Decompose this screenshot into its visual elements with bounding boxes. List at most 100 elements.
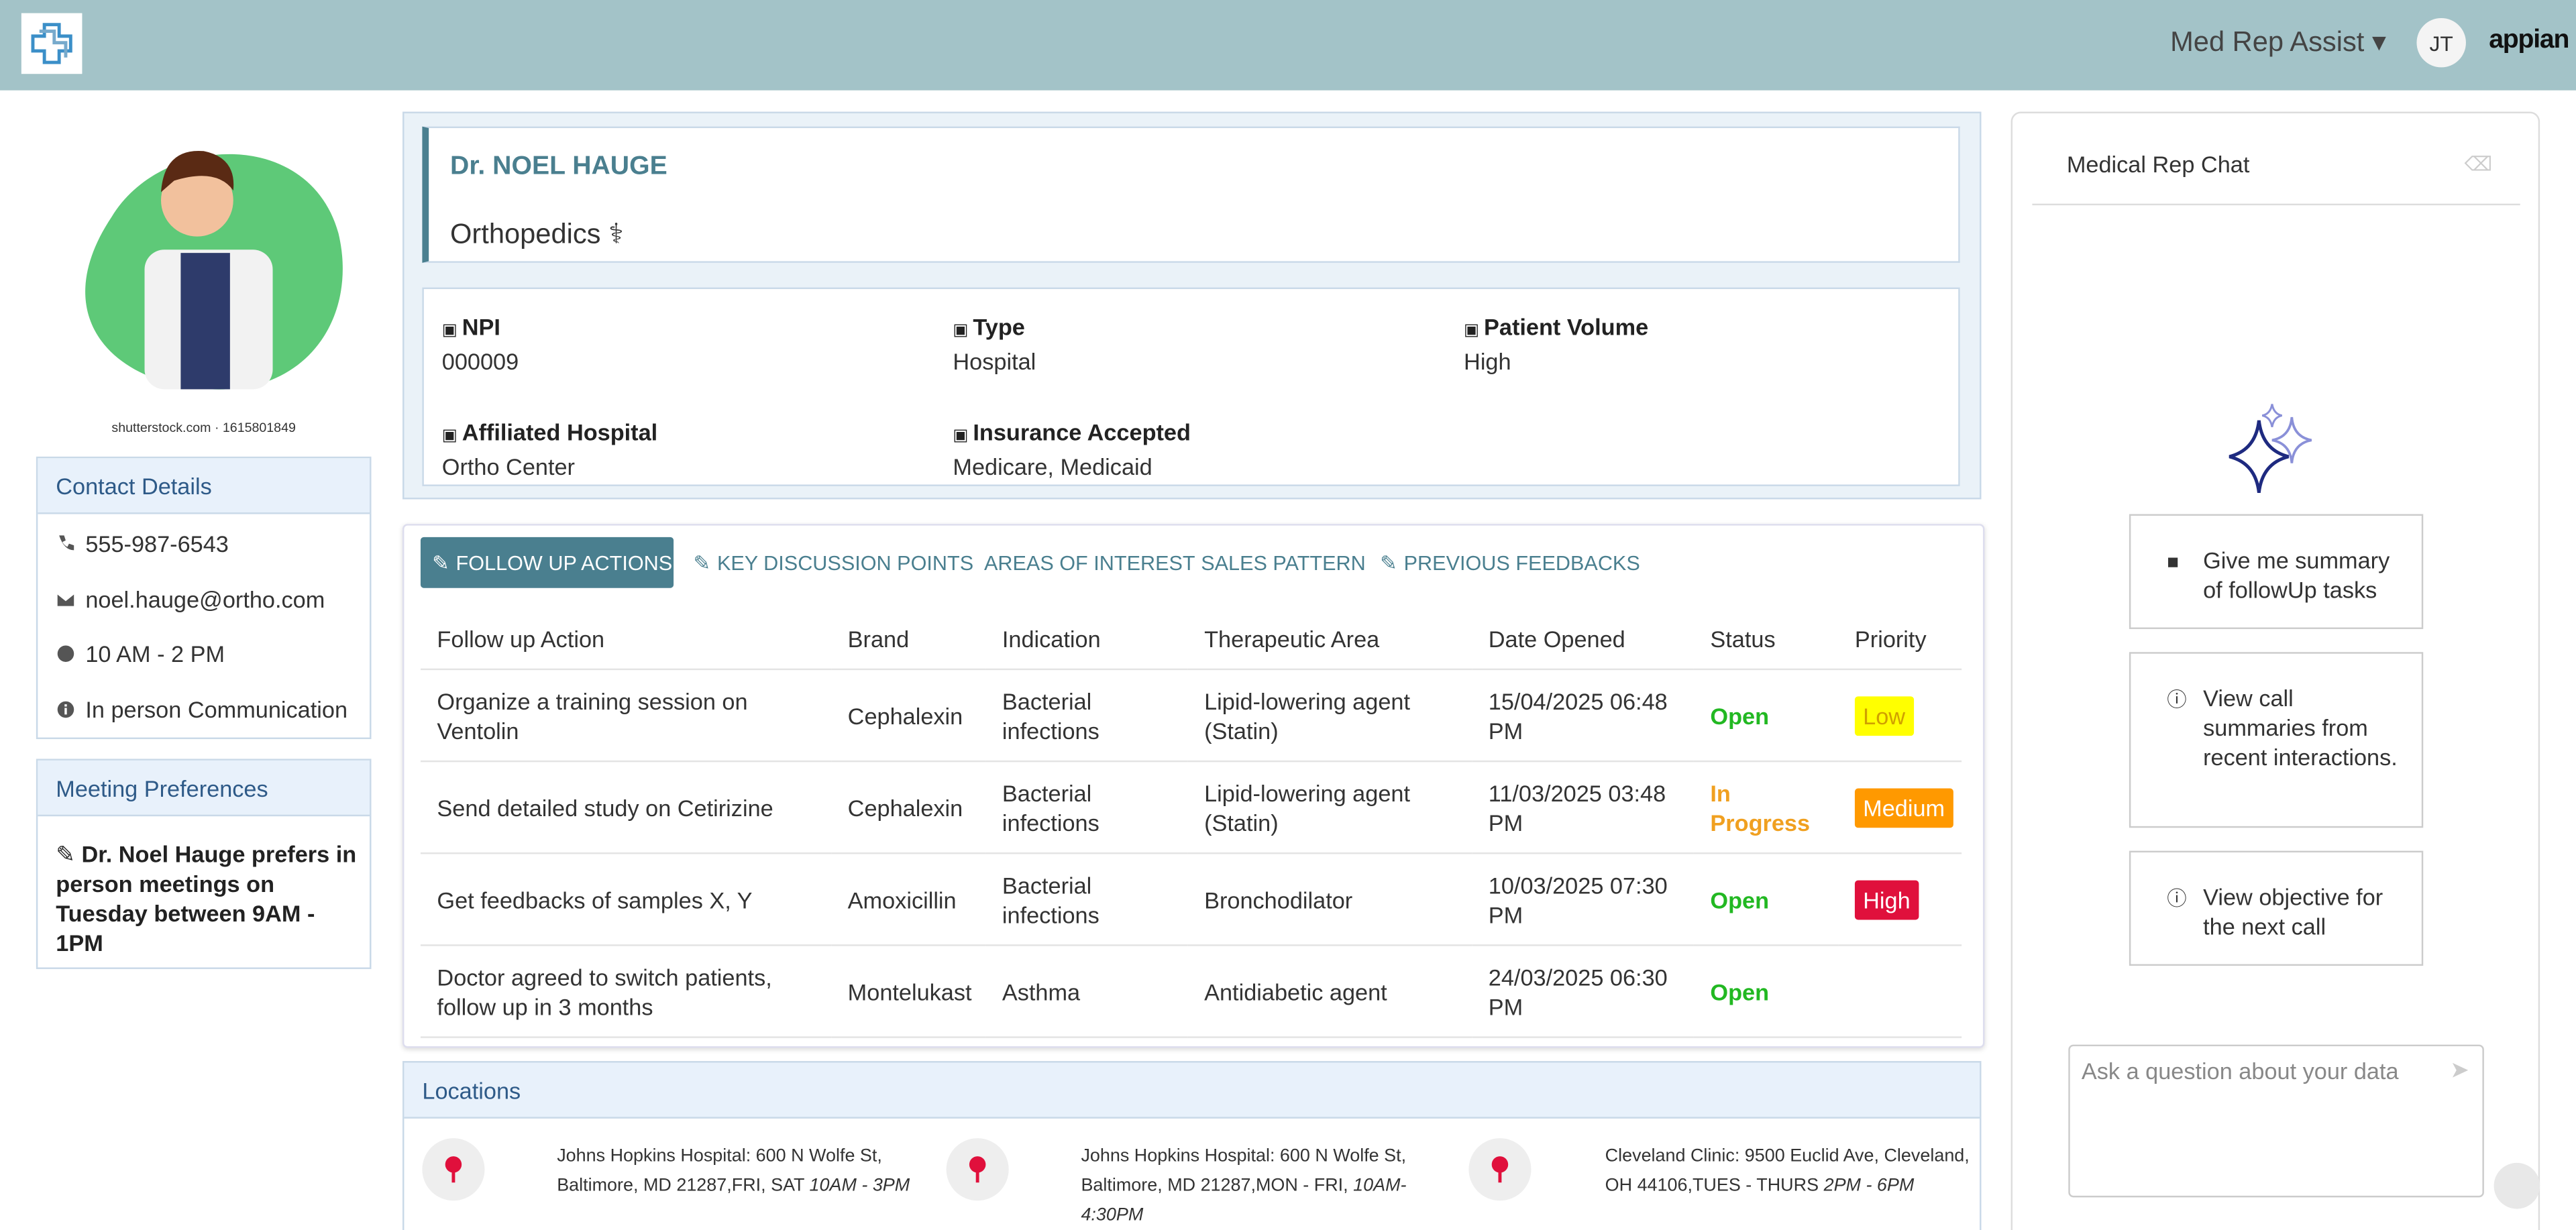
chat-placeholder: Ask a question about your data bbox=[2081, 1058, 2399, 1084]
field-value: High bbox=[1464, 348, 1511, 375]
tab[interactable]: ✎ PREVIOUS FEEDBACKS bbox=[1380, 537, 1640, 588]
table-cell: Bacterial infections bbox=[985, 761, 1188, 854]
field-label: ▣ NPI bbox=[441, 313, 500, 340]
field-value: Hospital bbox=[953, 348, 1036, 375]
table-cell: Low bbox=[1838, 669, 1962, 763]
brand: appian bbox=[2489, 26, 2569, 54]
table-cell: Open bbox=[1693, 853, 1839, 946]
field-value: Medicare, Medicaid bbox=[953, 453, 1152, 480]
clear-chat[interactable]: ⌫ bbox=[2464, 152, 2493, 176]
logo[interactable] bbox=[21, 13, 83, 74]
cell-text: 24/03/2025 06:30 PM bbox=[1488, 963, 1668, 1019]
user-avatar[interactable]: JT bbox=[2416, 17, 2466, 68]
location-address: Cleveland Clinic: 9500 Euclid Ave, Cleve… bbox=[1605, 1146, 1970, 1196]
field-label-text: Insurance Accepted bbox=[973, 418, 1191, 445]
status: Open bbox=[1710, 978, 1770, 1005]
tab[interactable]: ✎ KEY DISCUSSION POINTS bbox=[693, 537, 973, 588]
table-cell: In Progress bbox=[1693, 761, 1839, 854]
field-value: 000009 bbox=[441, 348, 519, 375]
contact-item: 555-987-6543 bbox=[56, 530, 229, 557]
table-cell: Open bbox=[1693, 945, 1839, 1038]
chat-panel bbox=[2010, 111, 2540, 1230]
locations-card: Locations bbox=[402, 1061, 1982, 1230]
location-pin[interactable] bbox=[1468, 1138, 1532, 1201]
field-label-text: Patient Volume bbox=[1484, 313, 1649, 340]
field: ▣ Affiliated Hospital Ortho Center bbox=[442, 417, 657, 482]
app-name[interactable]: Med Rep Assist bbox=[2170, 26, 2365, 58]
status: In Progress bbox=[1710, 779, 1811, 836]
chat-title: Medical Rep Chat bbox=[2066, 151, 2250, 178]
field: ▣ NPI 000009 bbox=[442, 312, 519, 376]
table-cell: Open bbox=[1693, 669, 1839, 763]
tab-label[interactable]: PREVIOUS FEEDBACKS bbox=[1403, 551, 1640, 574]
specialty: Orthopedics ⚕ bbox=[450, 218, 624, 250]
suggestion-text[interactable]: View objective for the next call bbox=[2203, 883, 2383, 940]
table-cell: 10/03/2025 07:30 PM bbox=[1472, 853, 1694, 946]
actions-table: Follow up Action Brand Indication Therapeut… bbox=[420, 608, 1962, 1038]
cell-text: Lipid-lowering agent (Statin) bbox=[1204, 687, 1411, 744]
image-credit: shutterstock.com · 1615801849 bbox=[111, 420, 296, 435]
cell-text: Doctor agreed to switch patients, follow… bbox=[437, 963, 772, 1019]
tab[interactable]: ✎ FOLLOW UP ACTIONS bbox=[420, 537, 674, 588]
cell-text: Cephalexin bbox=[847, 702, 963, 729]
cell-text: Montelukast bbox=[847, 978, 972, 1005]
field-label: ▣ Type bbox=[953, 313, 1025, 340]
location-pin[interactable] bbox=[422, 1138, 485, 1201]
chat-suggestion[interactable]: ⓘ View objective for the next call bbox=[2129, 850, 2424, 966]
chat-suggestion[interactable]: ⓘ View call summaries from recent interac… bbox=[2129, 652, 2424, 828]
location-text: Johns Hopkins Hospital: 600 N Wolfe St, … bbox=[557, 1141, 922, 1200]
field-label-text: Type bbox=[973, 313, 1025, 340]
cell-text: 15/04/2025 06:48 PM bbox=[1488, 687, 1668, 744]
field: ▣ Patient Volume High bbox=[1464, 312, 1648, 376]
column-header: Date Opened bbox=[1472, 608, 1694, 671]
tab-label[interactable]: FOLLOW UP ACTIONS bbox=[455, 551, 673, 574]
assist-button[interactable] bbox=[2493, 1162, 2540, 1209]
suggestion-text[interactable]: Give me summary of followUp tasks bbox=[2203, 547, 2390, 603]
card-title: Meeting Preferences bbox=[38, 760, 370, 817]
doctor-illustration bbox=[85, 150, 343, 390]
table-cell: 11/03/2025 03:48 PM bbox=[1472, 761, 1694, 854]
meeting-text: ✎ Dr. Noel Hauge prefers in person meeti… bbox=[56, 840, 357, 956]
cell-text: Send detailed study on Cetirizine bbox=[437, 794, 773, 821]
doctor-header: Dr. NOEL HAUGE Orthopedics ⚕ bbox=[422, 126, 1960, 263]
status: Open bbox=[1710, 702, 1770, 729]
chat-suggestion[interactable]: ■ Give me summary of followUp tasks bbox=[2129, 514, 2424, 629]
table-cell: Amoxicillin bbox=[831, 853, 986, 946]
table-cell: Bronchodilator bbox=[1187, 853, 1472, 946]
table-cell: Get feedbacks of samples X, Y bbox=[420, 853, 832, 946]
cell-text: Lipid-lowering agent (Statin) bbox=[1204, 779, 1411, 836]
table-cell bbox=[1838, 945, 1962, 1038]
sparkle-icon bbox=[2229, 404, 2312, 494]
priority-badge: Low bbox=[1854, 695, 1914, 735]
location-pin[interactable] bbox=[946, 1138, 1009, 1201]
cell-text: Bacterial infections bbox=[1002, 687, 1099, 744]
tab[interactable]: AREAS OF INTEREST bbox=[984, 537, 1195, 588]
tab-icon: ✎ bbox=[693, 551, 711, 575]
tab-label[interactable]: AREAS OF INTEREST bbox=[983, 551, 1195, 574]
suggestion-text[interactable]: View call summaries from recent interact… bbox=[2203, 685, 2398, 771]
cell-text: Cephalexin bbox=[847, 794, 963, 821]
tab-label[interactable]: KEY DISCUSSION POINTS bbox=[716, 551, 974, 574]
location-time: 2PM - 6PM bbox=[1823, 1176, 1915, 1196]
doctor-fields: ▣ NPI 000009 ▣ Type Hospital ▣ Patient Volum… bbox=[422, 287, 1960, 486]
location-time: 10AM-4:30PM bbox=[1081, 1176, 1407, 1225]
contact-item: 10 AM - 2 PM bbox=[56, 640, 225, 667]
table-cell: 24/03/2025 06:30 PM bbox=[1472, 945, 1694, 1038]
cell-text: Organize a training session on Ventolin bbox=[437, 687, 748, 744]
status: Open bbox=[1710, 886, 1770, 913]
cell-text: Get feedbacks of samples X, Y bbox=[437, 886, 753, 913]
table-cell: Bacterial infections bbox=[985, 669, 1188, 763]
specialty-value: Orthopedics bbox=[450, 218, 601, 250]
table-cell: Doctor agreed to switch patients, follow… bbox=[420, 945, 832, 1038]
tab-label[interactable]: SALES PATTERN bbox=[1201, 551, 1366, 574]
tab[interactable]: SALES PATTERN bbox=[1201, 537, 1366, 588]
location-time: 10AM - 3PM bbox=[809, 1176, 910, 1196]
table-row: Doctor agreed to switch patients, follow… bbox=[420, 945, 1962, 1038]
field-label: ▣ Patient Volume bbox=[1464, 313, 1649, 340]
cell-text: Antidiabetic agent bbox=[1204, 978, 1387, 1005]
table-cell: High bbox=[1838, 853, 1962, 946]
app-menu[interactable]: Med Rep Assist ▾ bbox=[2170, 26, 2386, 58]
chat-input[interactable]: Ask a question about your data ➤ bbox=[2068, 1044, 2484, 1198]
card-title: Locations bbox=[404, 1062, 1980, 1119]
